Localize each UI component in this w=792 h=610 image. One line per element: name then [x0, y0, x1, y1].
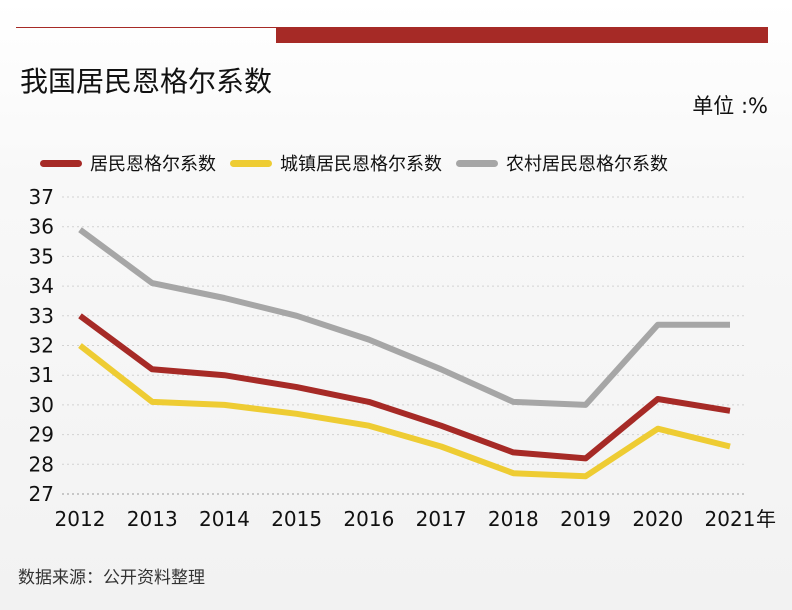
x-tick-label-2020: 2020 [632, 507, 683, 531]
legend-label-rural: 农村居民恩格尔系数 [506, 154, 668, 175]
legend-label-urban: 城镇居民恩格尔系数 [280, 154, 442, 175]
y-tick-label-32: 32 [29, 334, 54, 358]
x-unit-label: 年 [756, 507, 776, 531]
x-tick-label-2015: 2015 [271, 507, 322, 531]
x-tick-label-2012: 2012 [55, 507, 106, 531]
y-tick-label-29: 29 [29, 423, 54, 447]
series-line-1 [78, 343, 731, 480]
top-accent-bar [276, 27, 768, 43]
legend-item-resident: 居民恩格尔系数 [40, 150, 216, 176]
y-tick-label-31: 31 [29, 363, 54, 387]
x-tick-label-2021: 2021 [705, 507, 756, 531]
legend: 居民恩格尔系数 城镇居民恩格尔系数 农村居民恩格尔系数 [40, 150, 682, 176]
x-tick-label-2014: 2014 [199, 507, 250, 531]
y-tick-label-36: 36 [29, 215, 54, 239]
y-tick-label-33: 33 [29, 304, 54, 328]
x-tick-label-2019: 2019 [560, 507, 611, 531]
y-tick-label-34: 34 [29, 274, 54, 298]
source-note: 数据来源：公开资料整理 [18, 568, 205, 588]
y-tick-label-28: 28 [29, 452, 54, 476]
chart-title: 我国居民恩格尔系数 [20, 65, 273, 98]
x-tick-label-2018: 2018 [488, 507, 539, 531]
x-tick-label-2017: 2017 [416, 507, 467, 531]
unit-label: 单位 :% [692, 94, 768, 118]
legend-swatch-resident [40, 159, 82, 167]
legend-label-resident: 居民恩格尔系数 [90, 154, 216, 175]
y-tick-label-35: 35 [29, 244, 54, 268]
series-line-2 [78, 227, 730, 408]
legend-item-urban: 城镇居民恩格尔系数 [230, 150, 442, 176]
y-tick-label-27: 27 [29, 482, 54, 506]
x-tick-label-2013: 2013 [127, 507, 178, 531]
y-tick-label-37: 37 [29, 185, 54, 209]
legend-item-rural: 农村居民恩格尔系数 [456, 150, 668, 176]
x-tick-label-2016: 2016 [343, 507, 394, 531]
legend-swatch-urban [230, 159, 272, 167]
y-tick-label-30: 30 [29, 393, 54, 417]
series-line-0 [78, 313, 731, 462]
legend-swatch-rural [456, 159, 498, 167]
